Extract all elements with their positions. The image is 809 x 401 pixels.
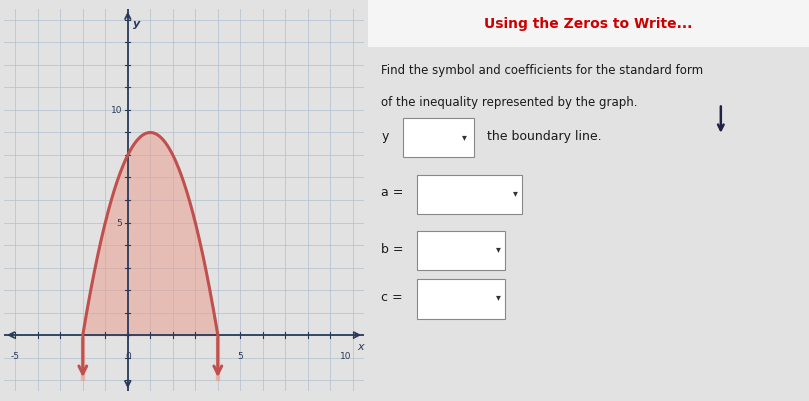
FancyBboxPatch shape xyxy=(417,175,523,215)
Text: ▾: ▾ xyxy=(495,292,500,302)
Text: a =: a = xyxy=(381,186,404,199)
Text: the boundary line.: the boundary line. xyxy=(487,130,602,143)
Text: 5: 5 xyxy=(237,351,244,360)
FancyBboxPatch shape xyxy=(417,279,505,319)
Text: y: y xyxy=(381,130,388,143)
Text: 5: 5 xyxy=(116,219,122,227)
Text: Find the symbol and coefficients for the standard form: Find the symbol and coefficients for the… xyxy=(381,64,704,77)
Text: ▾: ▾ xyxy=(495,244,500,253)
Text: ▾: ▾ xyxy=(463,132,468,141)
Text: of the inequality represented by the graph.: of the inequality represented by the gra… xyxy=(381,96,637,109)
Text: 0: 0 xyxy=(125,351,131,360)
FancyBboxPatch shape xyxy=(417,231,505,271)
Text: y: y xyxy=(133,19,141,29)
Text: Using the Zeros to Write...: Using the Zeros to Write... xyxy=(485,17,693,31)
Text: c =: c = xyxy=(381,290,403,303)
FancyBboxPatch shape xyxy=(404,119,474,157)
FancyBboxPatch shape xyxy=(368,0,809,48)
Text: -5: -5 xyxy=(11,351,19,360)
Text: x: x xyxy=(358,341,364,351)
Text: ▾: ▾ xyxy=(513,188,518,197)
Text: 10: 10 xyxy=(341,351,352,360)
Text: 10: 10 xyxy=(111,106,122,115)
Text: b =: b = xyxy=(381,242,404,255)
